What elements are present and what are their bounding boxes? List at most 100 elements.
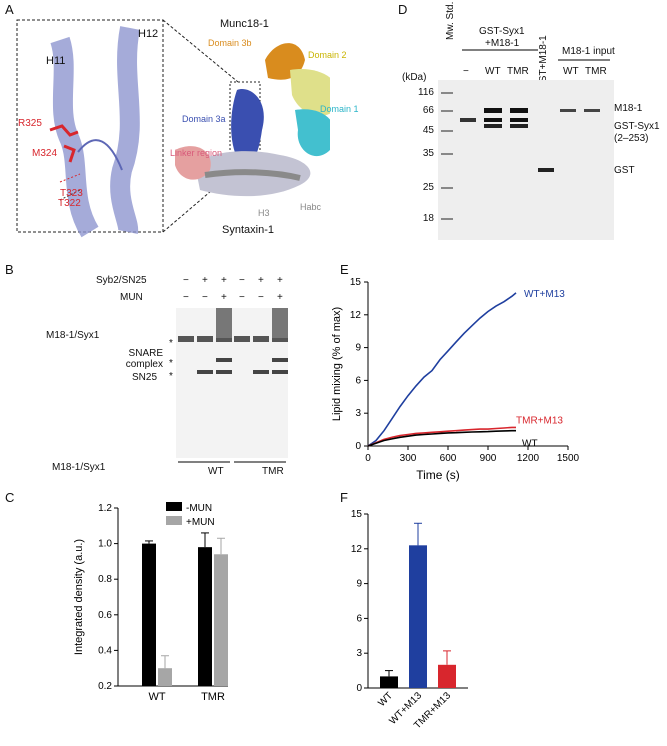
band-snare [272, 358, 288, 362]
legend-swatch [166, 516, 182, 525]
ladder-band [441, 92, 453, 94]
mun-sign: + [277, 292, 283, 303]
y-tick-label: 0 [355, 441, 361, 452]
header-input: M18-1 input [562, 46, 615, 57]
x-tick-label: 0 [365, 453, 371, 464]
x-tick-label: TMR [201, 691, 225, 703]
lane-label-d: WT [485, 66, 501, 77]
mun-sign: − [183, 292, 189, 303]
y-tick-label: 9 [356, 579, 362, 590]
band-mun [216, 308, 232, 338]
band-gst [538, 168, 554, 172]
r325-residue [49, 124, 79, 137]
gel-d [438, 80, 614, 240]
syb2-sign: − [239, 275, 245, 286]
ladder-band [441, 130, 453, 132]
band-mun [272, 308, 288, 338]
m324-residue [63, 144, 76, 163]
panel-b-letter: B [5, 262, 14, 277]
d-bracket-2 [558, 59, 610, 61]
header-mw: Mw. Std. [445, 1, 456, 40]
band-label-m18: M18-1/Syx1 [46, 330, 100, 341]
y-tick-label: 0.4 [98, 645, 112, 656]
panel-a-letter: A [5, 2, 14, 17]
y-tick-label: 6 [355, 375, 361, 386]
y-tick-label: 1.2 [98, 503, 112, 514]
label-syntaxin: Syntaxin-1 [222, 224, 274, 236]
label-m324: M324 [32, 148, 58, 159]
band-m18-input [560, 109, 576, 112]
y-tick-label: 0 [356, 683, 362, 694]
ladder-band [441, 218, 453, 220]
band-m18 [178, 336, 194, 342]
band-m18-input [584, 109, 600, 112]
band-snare [216, 358, 232, 362]
ladder-band [441, 110, 453, 112]
label-habc: Habc [300, 202, 322, 212]
syb2-sign: + [277, 275, 283, 286]
band-m18 [253, 336, 269, 342]
band-label-sn25: SN25 [132, 372, 158, 383]
h11-helix [50, 36, 99, 238]
y-tick-label: 0.2 [98, 681, 112, 692]
band-sn25 [253, 370, 269, 374]
lane-label-d: WT [563, 66, 579, 77]
label-domain-2: Domain 2 [308, 50, 347, 60]
kda-marker: 25 [422, 182, 434, 193]
syb2-sign: + [202, 275, 208, 286]
star-sn25: * [169, 371, 173, 382]
label-t322: T322 [58, 198, 81, 209]
band-sn25 [272, 370, 288, 374]
label-linker: Linker region [170, 148, 223, 158]
y-tick-label: 15 [351, 509, 363, 520]
right-label-gst: GST [614, 165, 635, 176]
group-lines-b [178, 461, 286, 463]
t323-marker [59, 173, 81, 183]
ladder-band [441, 187, 453, 189]
y-tick-label: 12 [351, 544, 363, 555]
linker-shape [175, 146, 211, 180]
band-gst-syx [510, 118, 528, 122]
lane-label-d: TMR [585, 66, 607, 77]
y-tick-label: 0.6 [98, 610, 112, 621]
mun-sign: − [239, 292, 245, 303]
legend-label: -MUN [186, 503, 212, 514]
band-gst-syx [460, 118, 476, 122]
x-tick-label: 600 [440, 453, 457, 464]
band-m18 [197, 336, 213, 342]
band-sn25 [197, 370, 213, 374]
mun-sign: − [258, 292, 264, 303]
chart-c: 0.2 0.4 0.6 0.8 1.0 1.2 Integrated density (a.… [73, 502, 228, 703]
band-gst-syx [484, 118, 502, 122]
label-domain-3a: Domain 3a [182, 114, 226, 124]
x-tick-label: 900 [480, 453, 497, 464]
label-domain-3b: Domain 3b [208, 38, 252, 48]
band-label-snare: SNARE complex [125, 348, 163, 370]
y-tick-label: 12 [350, 310, 362, 321]
legend-label: +MUN [186, 517, 215, 528]
y-tick-label: 15 [350, 277, 362, 288]
band-sn25 [216, 370, 232, 374]
label-h11: H11 [46, 55, 66, 67]
group-tmr: TMR [262, 466, 284, 477]
label-h3: H3 [258, 208, 270, 218]
gel-b [176, 308, 288, 458]
band-gst-syx [484, 124, 502, 128]
d-bracket-1 [462, 49, 538, 51]
label-t323: T323 [60, 188, 83, 199]
munc18-structure [175, 43, 330, 197]
mun-sign: + [221, 292, 227, 303]
x-tick-label: 300 [400, 453, 417, 464]
legend-swatch [166, 502, 182, 511]
bar [438, 664, 456, 688]
y-tick-label: 9 [355, 343, 361, 354]
y-axis-label: Integrated density (a.u.) [73, 539, 85, 655]
right-label-m18: M18-1 [614, 103, 643, 114]
series-line [367, 426, 516, 447]
series-line [367, 429, 516, 447]
loop [77, 139, 123, 171]
series-line [367, 292, 517, 447]
domain-2-shape [290, 69, 330, 116]
y-tick-label: 6 [356, 613, 362, 624]
x-tick-label: 1500 [557, 453, 580, 464]
